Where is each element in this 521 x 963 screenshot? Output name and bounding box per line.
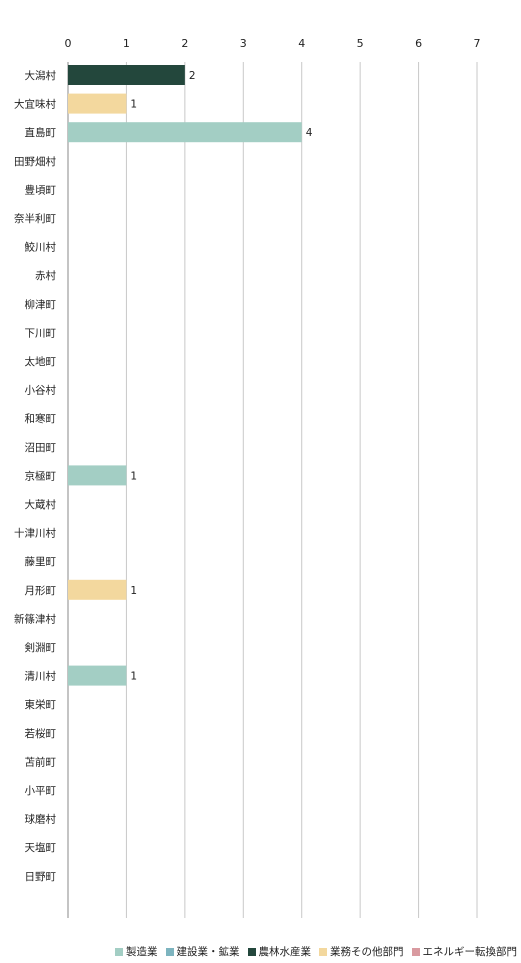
bar-19-series-4 [68,579,127,600]
category-label: 柳津町 [25,298,57,311]
data-label: 1 [130,671,137,683]
category-label: 直島町 [25,126,57,139]
category-label: 大潟村 [25,69,57,82]
category-label: 清川村 [25,670,57,683]
category-label: 東栄町 [25,698,57,711]
category-label: 若桜町 [25,727,57,740]
x-tick-label: 7 [474,37,481,50]
category-label: 新篠津村 [14,612,56,625]
legend-label: 業務その他部門 [330,946,404,958]
x-tick-label: 2 [181,37,188,50]
category-label: 天塩町 [25,841,57,854]
chart: 0 1 2 3 4 5 6 7 大潟村大宜味村直島町田野畑村豊頃町奈半利町鮫川村赤村柳津町下川… [14,37,481,918]
data-labels: 2 1 4 1 1 1 [130,70,312,683]
category-label: 日野町 [25,871,57,883]
bar-1-series-3 [68,65,185,85]
legend-label: エネルギー転換部門 [422,946,518,958]
data-label: 4 [306,127,313,139]
legend-item: 農林水産業 [247,944,312,959]
data-label: 2 [189,70,196,82]
bar-2-series-4 [68,93,127,114]
x-tick-label: 3 [240,37,247,50]
x-tick-label: 0 [65,37,72,50]
data-label: 1 [130,470,137,482]
category-label: 京極町 [25,469,57,482]
legend-swatch [115,947,123,956]
category-label: 奈半利町 [14,212,56,225]
category-label: 十津川村 [14,527,56,540]
legend-swatch [319,947,327,956]
category-labels: 大潟村大宜味村直島町田野畑村豊頃町奈半利町鮫川村赤村柳津町下川町太地町小谷村和寒… [14,69,56,883]
category-label: 小平町 [25,785,57,797]
category-label: 大蔵村 [25,498,57,511]
bars [68,65,302,686]
x-tick-label: 5 [357,37,364,50]
gridlines [67,62,478,918]
legend-item: 業務その他部門 [319,944,404,959]
legend-swatch [165,947,174,956]
category-label: 沼田町 [25,441,57,454]
category-label: 和寒町 [25,412,57,425]
category-label: 太地町 [25,355,57,368]
legend-item: エネルギー転換部門 [411,944,518,959]
category-label: 月形町 [25,585,57,597]
x-tick-label: 1 [123,37,130,50]
data-label: 1 [130,99,137,111]
legend-label: 製造業 [126,946,158,958]
category-label: 下川町 [25,327,57,339]
bar-22-series-1 [68,665,127,686]
category-label: 豊頃町 [25,183,57,196]
x-tick-labels: 0 1 2 3 4 5 6 7 [65,37,481,50]
category-label: 鮫川村 [25,241,57,254]
bar-15-series-1 [68,465,127,486]
legend: 製造業 建設業・鉱業 農林水産業 業務その他部門 エネルギー転換部門 [0,944,521,959]
category-label: 大宜味村 [14,98,56,111]
legend-swatch [247,947,256,956]
legend-label: 建設業・鉱業 [176,946,240,958]
category-label: 赤村 [35,269,56,282]
x-tick-label: 6 [415,37,422,50]
category-label: 田野畑村 [14,155,56,168]
x-tick-label: 4 [298,37,305,50]
category-label: 苫前町 [25,755,57,768]
bar-3-series-1 [68,122,302,143]
legend-swatch [411,947,420,956]
category-label: 剣淵町 [25,642,57,654]
category-label: 球磨村 [25,813,57,826]
data-label: 1 [130,585,137,597]
category-label: 藤里町 [25,556,57,568]
legend-item: 建設業・鉱業 [165,944,240,959]
category-label: 小谷村 [25,384,57,397]
legend-label: 農林水産業 [258,946,312,958]
legend-item: 製造業 [115,944,158,959]
